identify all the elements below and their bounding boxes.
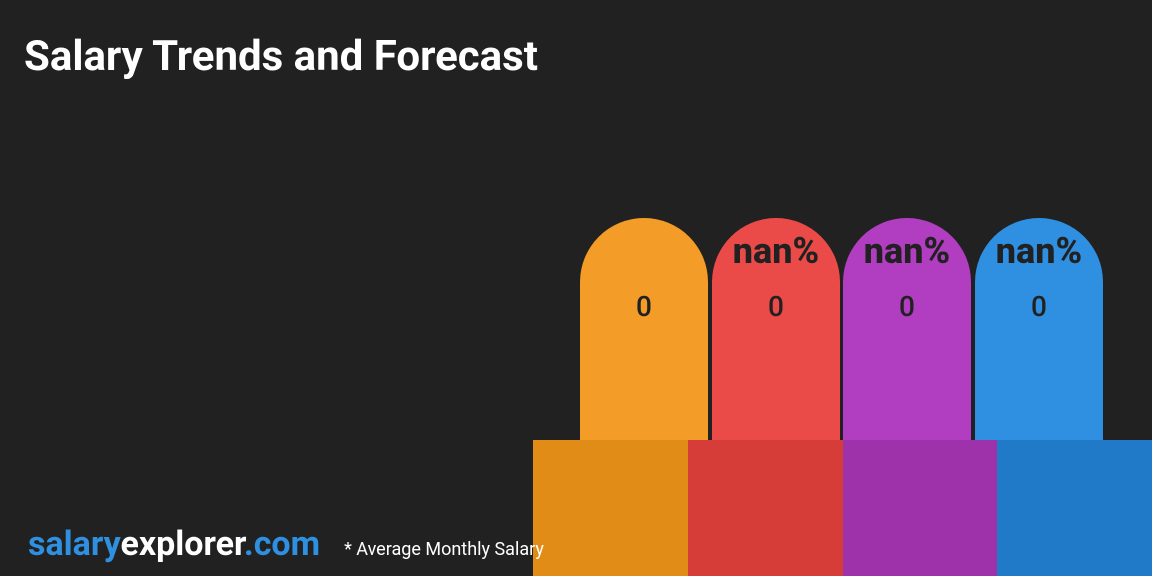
bar-value-label-3: 0 (975, 290, 1103, 323)
page-title: Salary Trends and Forecast (24, 32, 538, 81)
logo-part-dotcom: .com (244, 524, 320, 564)
brand-logo: salaryexplorer.com (28, 524, 320, 564)
logo-part-salary: salary (28, 524, 121, 564)
bar-percent-label-3: nan% (975, 230, 1103, 272)
bar-value-label-1: 0 (712, 290, 840, 323)
bar-pill-0: 0 (580, 218, 708, 440)
footnote-text: * Average Monthly Salary (344, 539, 544, 560)
bar-percent-label-1: nan% (712, 230, 840, 272)
bar-base-3 (997, 440, 1152, 576)
bar-base-1 (688, 440, 843, 576)
bar-percent-label-2: nan% (843, 230, 971, 272)
bar-base-0 (533, 440, 688, 576)
bar-value-label-0: 0 (580, 290, 708, 323)
page-footer: salaryexplorer.com * Average Monthly Sal… (28, 524, 544, 564)
logo-part-explorer: explorer (121, 524, 244, 564)
bar-value-label-2: 0 (843, 290, 971, 323)
bar-base-2 (843, 440, 998, 576)
bar-pill-3: nan% 0 (975, 218, 1103, 440)
bar-pill-1: nan% 0 (712, 218, 840, 440)
bar-pill-2: nan% 0 (843, 218, 971, 440)
